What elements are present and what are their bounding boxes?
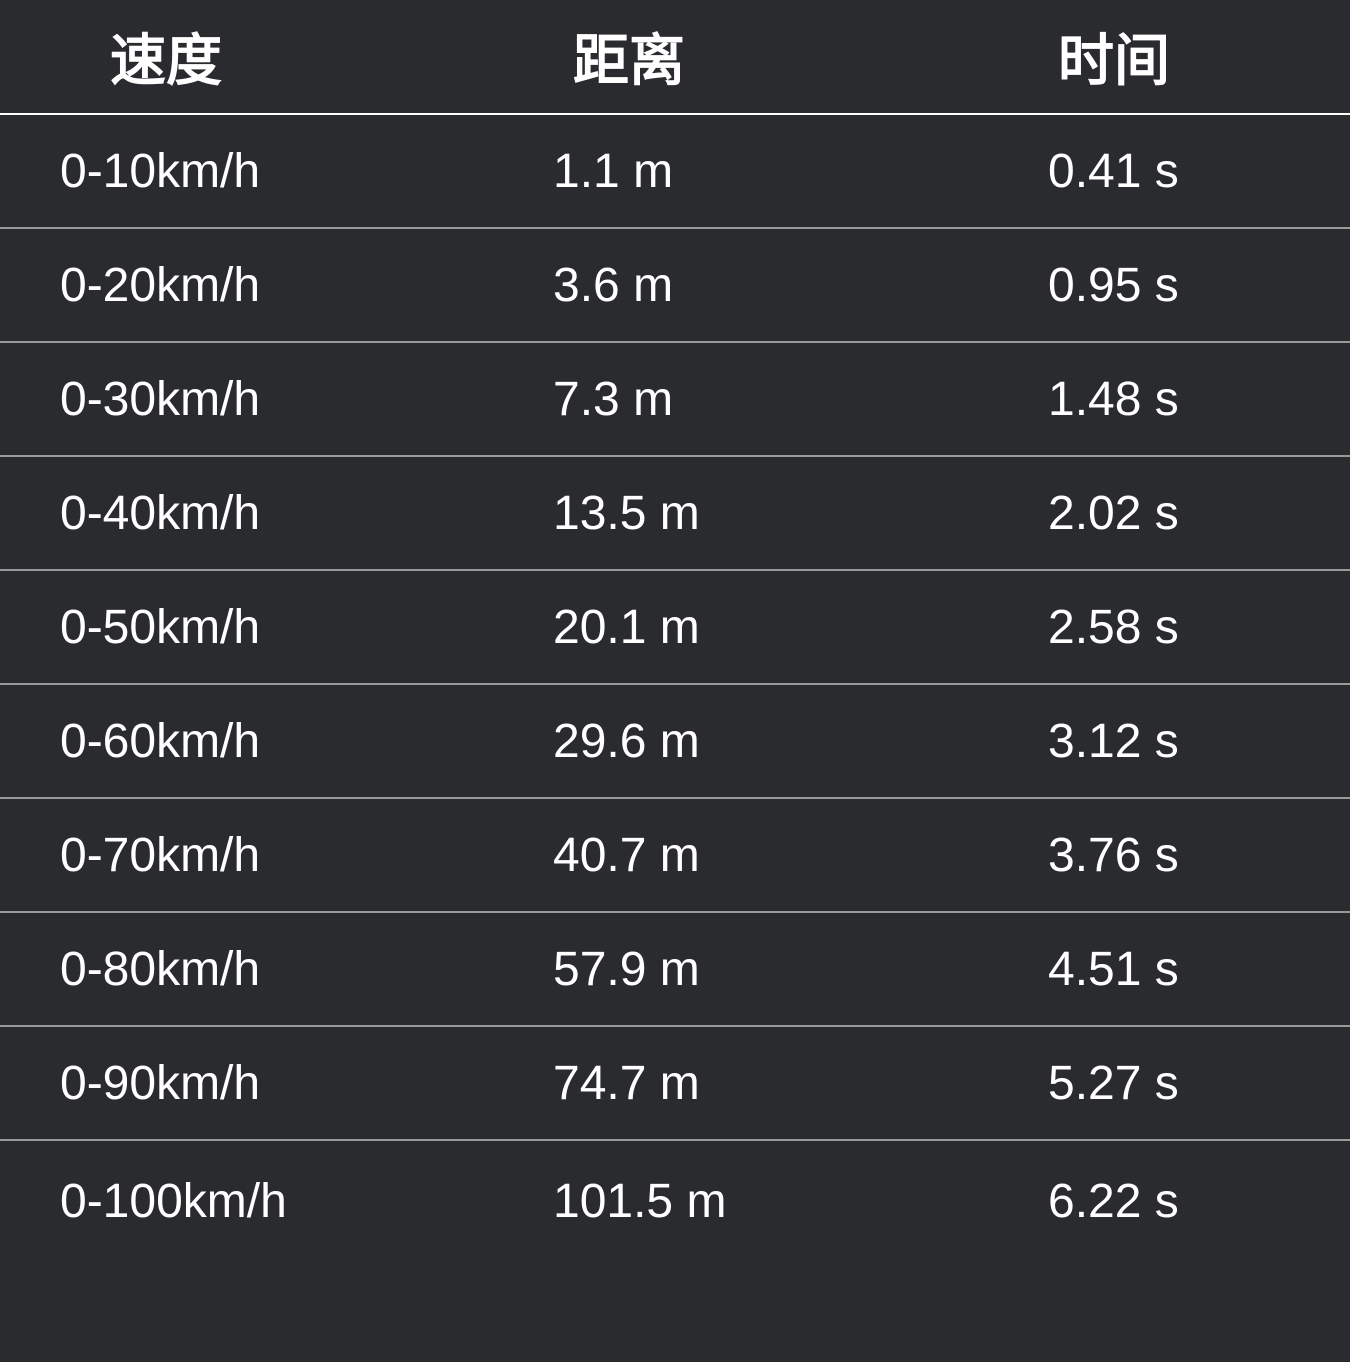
- cell-distance: 13.5 m: [513, 486, 918, 541]
- header-speed: 速度: [0, 16, 513, 97]
- cell-time: 1.48 s: [918, 372, 1350, 427]
- cell-speed: 0-90km/h: [0, 1056, 513, 1111]
- cell-distance: 57.9 m: [513, 942, 918, 997]
- table-row: 0-80km/h 57.9 m 4.51 s: [0, 913, 1350, 1027]
- table-row: 0-20km/h 3.6 m 0.95 s: [0, 229, 1350, 343]
- header-time: 时间: [918, 16, 1350, 97]
- cell-time: 2.58 s: [918, 600, 1350, 655]
- cell-speed: 0-50km/h: [0, 600, 513, 655]
- cell-time: 6.22 s: [918, 1174, 1350, 1229]
- cell-time: 0.95 s: [918, 258, 1350, 313]
- cell-distance: 3.6 m: [513, 258, 918, 313]
- acceleration-table: 速度 距离 时间 0-10km/h 1.1 m 0.41 s 0-20km/h …: [0, 0, 1350, 1362]
- table-row: 0-90km/h 74.7 m 5.27 s: [0, 1027, 1350, 1141]
- table-row: 0-50km/h 20.1 m 2.58 s: [0, 571, 1350, 685]
- cell-speed: 0-100km/h: [0, 1174, 513, 1229]
- cell-distance: 40.7 m: [513, 828, 918, 883]
- cell-time: 0.41 s: [918, 144, 1350, 199]
- cell-speed: 0-30km/h: [0, 372, 513, 427]
- cell-time: 4.51 s: [918, 942, 1350, 997]
- cell-time: 3.12 s: [918, 714, 1350, 769]
- cell-distance: 101.5 m: [513, 1174, 918, 1229]
- cell-distance: 74.7 m: [513, 1056, 918, 1111]
- header-distance: 距离: [513, 16, 918, 97]
- cell-speed: 0-80km/h: [0, 942, 513, 997]
- cell-distance: 1.1 m: [513, 144, 918, 199]
- cell-distance: 7.3 m: [513, 372, 918, 427]
- cell-distance: 20.1 m: [513, 600, 918, 655]
- cell-speed: 0-20km/h: [0, 258, 513, 313]
- table-row: 0-70km/h 40.7 m 3.76 s: [0, 799, 1350, 913]
- table-row: 0-30km/h 7.3 m 1.48 s: [0, 343, 1350, 457]
- table-row: 0-10km/h 1.1 m 0.41 s: [0, 115, 1350, 229]
- table-row: 0-40km/h 13.5 m 2.02 s: [0, 457, 1350, 571]
- cell-time: 2.02 s: [918, 486, 1350, 541]
- table-row: 0-60km/h 29.6 m 3.12 s: [0, 685, 1350, 799]
- table-header-row: 速度 距离 时间: [0, 0, 1350, 115]
- cell-speed: 0-60km/h: [0, 714, 513, 769]
- cell-speed: 0-40km/h: [0, 486, 513, 541]
- cell-speed: 0-10km/h: [0, 144, 513, 199]
- table-row: 0-100km/h 101.5 m 6.22 s: [0, 1141, 1350, 1261]
- cell-time: 3.76 s: [918, 828, 1350, 883]
- cell-time: 5.27 s: [918, 1056, 1350, 1111]
- cell-speed: 0-70km/h: [0, 828, 513, 883]
- cell-distance: 29.6 m: [513, 714, 918, 769]
